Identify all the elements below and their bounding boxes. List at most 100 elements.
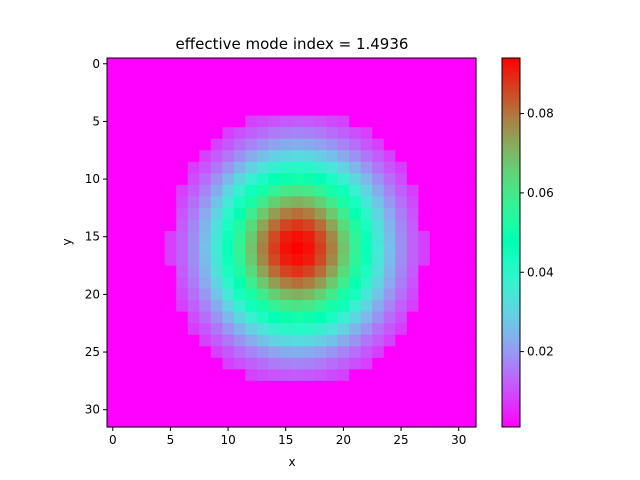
heatmap-cell — [210, 380, 223, 394]
heatmap-cell — [464, 403, 477, 417]
heatmap-cell — [210, 300, 223, 313]
heatmap-cell — [303, 92, 316, 105]
heatmap-cell — [164, 392, 177, 405]
heatmap-cell — [130, 115, 143, 128]
heatmap-cell — [187, 69, 200, 82]
heatmap-cell — [233, 415, 246, 428]
heatmap-cell — [372, 81, 385, 94]
heatmap-cell — [164, 357, 177, 370]
heatmap-cell — [452, 127, 466, 140]
heatmap-cell — [141, 242, 154, 255]
heatmap-cell — [429, 254, 443, 267]
heatmap-cell — [107, 58, 120, 71]
heatmap-cell — [464, 334, 477, 347]
heatmap-cell — [153, 230, 166, 244]
heatmap-cell — [107, 415, 120, 428]
heatmap-cell — [233, 403, 246, 417]
heatmap-cell — [130, 104, 143, 117]
heatmap-cell — [176, 265, 189, 278]
heatmap-cell — [337, 138, 350, 151]
heatmap-cell — [233, 346, 246, 359]
heatmap-cell — [464, 219, 477, 232]
heatmap-cell — [303, 104, 316, 117]
heatmap-cell — [199, 150, 212, 163]
heatmap-cell — [222, 92, 235, 105]
heatmap-cell — [395, 265, 408, 278]
x-tick-label: 20 — [336, 433, 351, 447]
heatmap-cell — [118, 277, 131, 290]
heatmap-cell — [314, 403, 327, 417]
heatmap-cell — [441, 207, 454, 221]
heatmap-cell — [372, 323, 385, 336]
heatmap-cell — [464, 323, 477, 336]
heatmap-cell — [395, 311, 408, 324]
heatmap-cell — [164, 369, 177, 382]
heatmap-cell — [395, 277, 408, 290]
heatmap-cell — [256, 58, 270, 71]
heatmap-cell — [337, 265, 350, 278]
heatmap-cell — [141, 346, 154, 359]
heatmap-cell — [291, 415, 304, 428]
heatmap-cell — [176, 311, 189, 324]
heatmap-cell — [141, 254, 154, 267]
heatmap-cell — [452, 138, 466, 151]
heatmap-cell — [406, 230, 419, 244]
heatmap-cell — [372, 357, 385, 370]
heatmap-cell — [210, 161, 223, 174]
heatmap-cell — [395, 242, 408, 255]
heatmap-cell — [279, 346, 293, 359]
heatmap-cell — [222, 230, 235, 244]
heatmap-cell — [314, 219, 327, 232]
heatmap-cell — [383, 230, 396, 244]
heatmap-cell — [176, 69, 189, 82]
heatmap-cell — [245, 69, 258, 82]
heatmap-cell — [107, 138, 120, 151]
heatmap-cell — [279, 323, 293, 336]
heatmap-cell — [256, 127, 270, 140]
heatmap-cell — [314, 392, 327, 405]
heatmap-cell — [130, 161, 143, 174]
heatmap-cell — [395, 380, 408, 394]
heatmap-cell — [245, 346, 258, 359]
heatmap-cell — [141, 161, 154, 174]
heatmap-cell — [199, 242, 212, 255]
heatmap-cell — [222, 415, 235, 428]
heatmap-cell — [314, 323, 327, 336]
heatmap-cell — [279, 288, 293, 301]
heatmap-cell — [118, 138, 131, 151]
heatmap-cell — [222, 288, 235, 301]
heatmap-cell — [314, 69, 327, 82]
heatmap-cell — [199, 265, 212, 278]
heatmap-cell — [360, 392, 373, 405]
heatmap-cell — [395, 150, 408, 163]
heatmap-cell — [429, 196, 443, 209]
heatmap-cell — [164, 196, 177, 209]
heatmap-cell — [210, 207, 223, 221]
heatmap-cell — [141, 184, 154, 197]
heatmap-cell — [291, 127, 304, 140]
heatmap-cell — [153, 323, 166, 336]
heatmap-cell — [164, 230, 177, 244]
heatmap-cell — [153, 138, 166, 151]
heatmap-cell — [441, 150, 454, 163]
heatmap-cell — [429, 230, 443, 244]
heatmap-cell — [395, 184, 408, 197]
heatmap-cell — [210, 334, 223, 347]
heatmap-cell — [268, 161, 281, 174]
heatmap-cell — [268, 357, 281, 370]
heatmap-cell — [441, 392, 454, 405]
heatmap-cell — [141, 92, 154, 105]
heatmap-cell — [187, 334, 200, 347]
heatmap-cell — [360, 300, 373, 313]
heatmap-cell — [418, 92, 431, 105]
heatmap-cell — [107, 346, 120, 359]
heatmap-cell — [245, 58, 258, 71]
heatmap-cell — [141, 207, 154, 221]
heatmap-cell — [291, 207, 304, 221]
heatmap-cell — [418, 242, 431, 255]
heatmap-cell — [256, 92, 270, 105]
heatmap-cell — [141, 219, 154, 232]
heatmap-cell — [464, 196, 477, 209]
heatmap-cell — [314, 277, 327, 290]
